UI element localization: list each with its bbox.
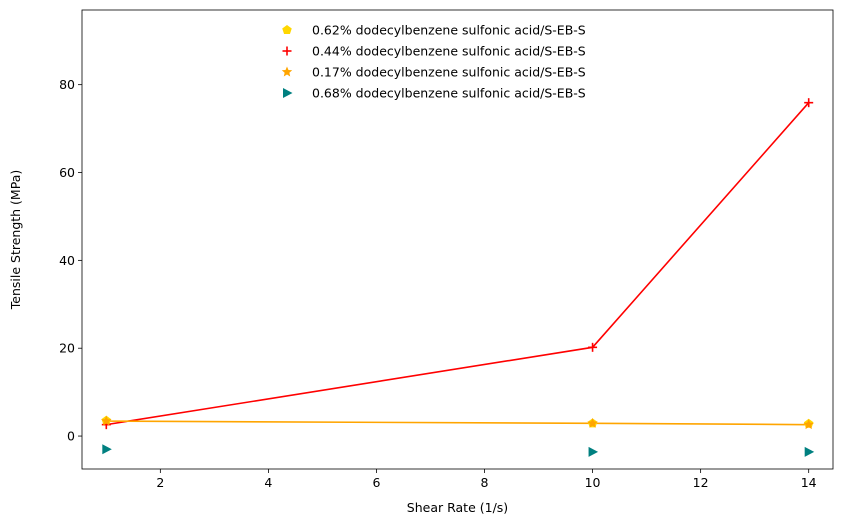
legend-label-2: 0.17% dodecylbenzene sulfonic acid/S-EB-… bbox=[312, 65, 586, 80]
y-axis-ticks: 0 20 40 60 80 bbox=[59, 77, 82, 444]
legend-marker-1 bbox=[282, 46, 292, 56]
data-point-3-1 bbox=[588, 446, 599, 457]
legend-label-1: 0.44% dodecylbenzene sulfonic acid/S-EB-… bbox=[312, 44, 586, 59]
series-markers bbox=[101, 98, 815, 457]
y-tick-label: 80 bbox=[59, 77, 75, 92]
x-tick-label: 10 bbox=[585, 475, 601, 490]
data-point-3-0 bbox=[102, 444, 112, 455]
x-tick-label: 6 bbox=[372, 475, 380, 490]
data-point-1-1 bbox=[588, 342, 598, 352]
x-tick-label: 4 bbox=[264, 475, 272, 490]
x-tick-label: 2 bbox=[156, 475, 164, 490]
plot-area bbox=[82, 10, 833, 469]
y-axis-label: Tensile Strength (MPa) bbox=[8, 170, 23, 310]
data-point-2-2 bbox=[803, 419, 814, 430]
x-axis-label: Shear Rate (1/s) bbox=[407, 500, 508, 515]
data-point-3-2 bbox=[804, 446, 815, 457]
legend-marker-0 bbox=[282, 25, 292, 35]
legend: 0.62% dodecylbenzene sulfonic acid/S-EB-… bbox=[281, 23, 586, 101]
y-tick-label: 20 bbox=[59, 341, 75, 356]
y-tick-label: 0 bbox=[67, 429, 75, 444]
x-tick-label: 14 bbox=[801, 475, 817, 490]
plot-frame bbox=[81, 9, 834, 470]
data-point-2-1 bbox=[587, 417, 598, 428]
x-axis-ticks: 2 4 6 8 10 12 14 bbox=[156, 469, 817, 490]
data-point-1-2 bbox=[804, 98, 814, 108]
x-tick-label: 12 bbox=[693, 475, 709, 490]
x-tick-label: 8 bbox=[481, 475, 489, 490]
legend-label-0: 0.62% dodecylbenzene sulfonic acid/S-EB-… bbox=[312, 23, 586, 38]
legend-label-3: 0.68% dodecylbenzene sulfonic acid/S-EB-… bbox=[312, 86, 586, 101]
legend-marker-2 bbox=[281, 66, 293, 77]
y-tick-label: 60 bbox=[59, 165, 75, 180]
data-point-2-0 bbox=[101, 415, 112, 426]
y-tick-label: 40 bbox=[59, 253, 75, 268]
legend-marker-3 bbox=[283, 88, 293, 98]
